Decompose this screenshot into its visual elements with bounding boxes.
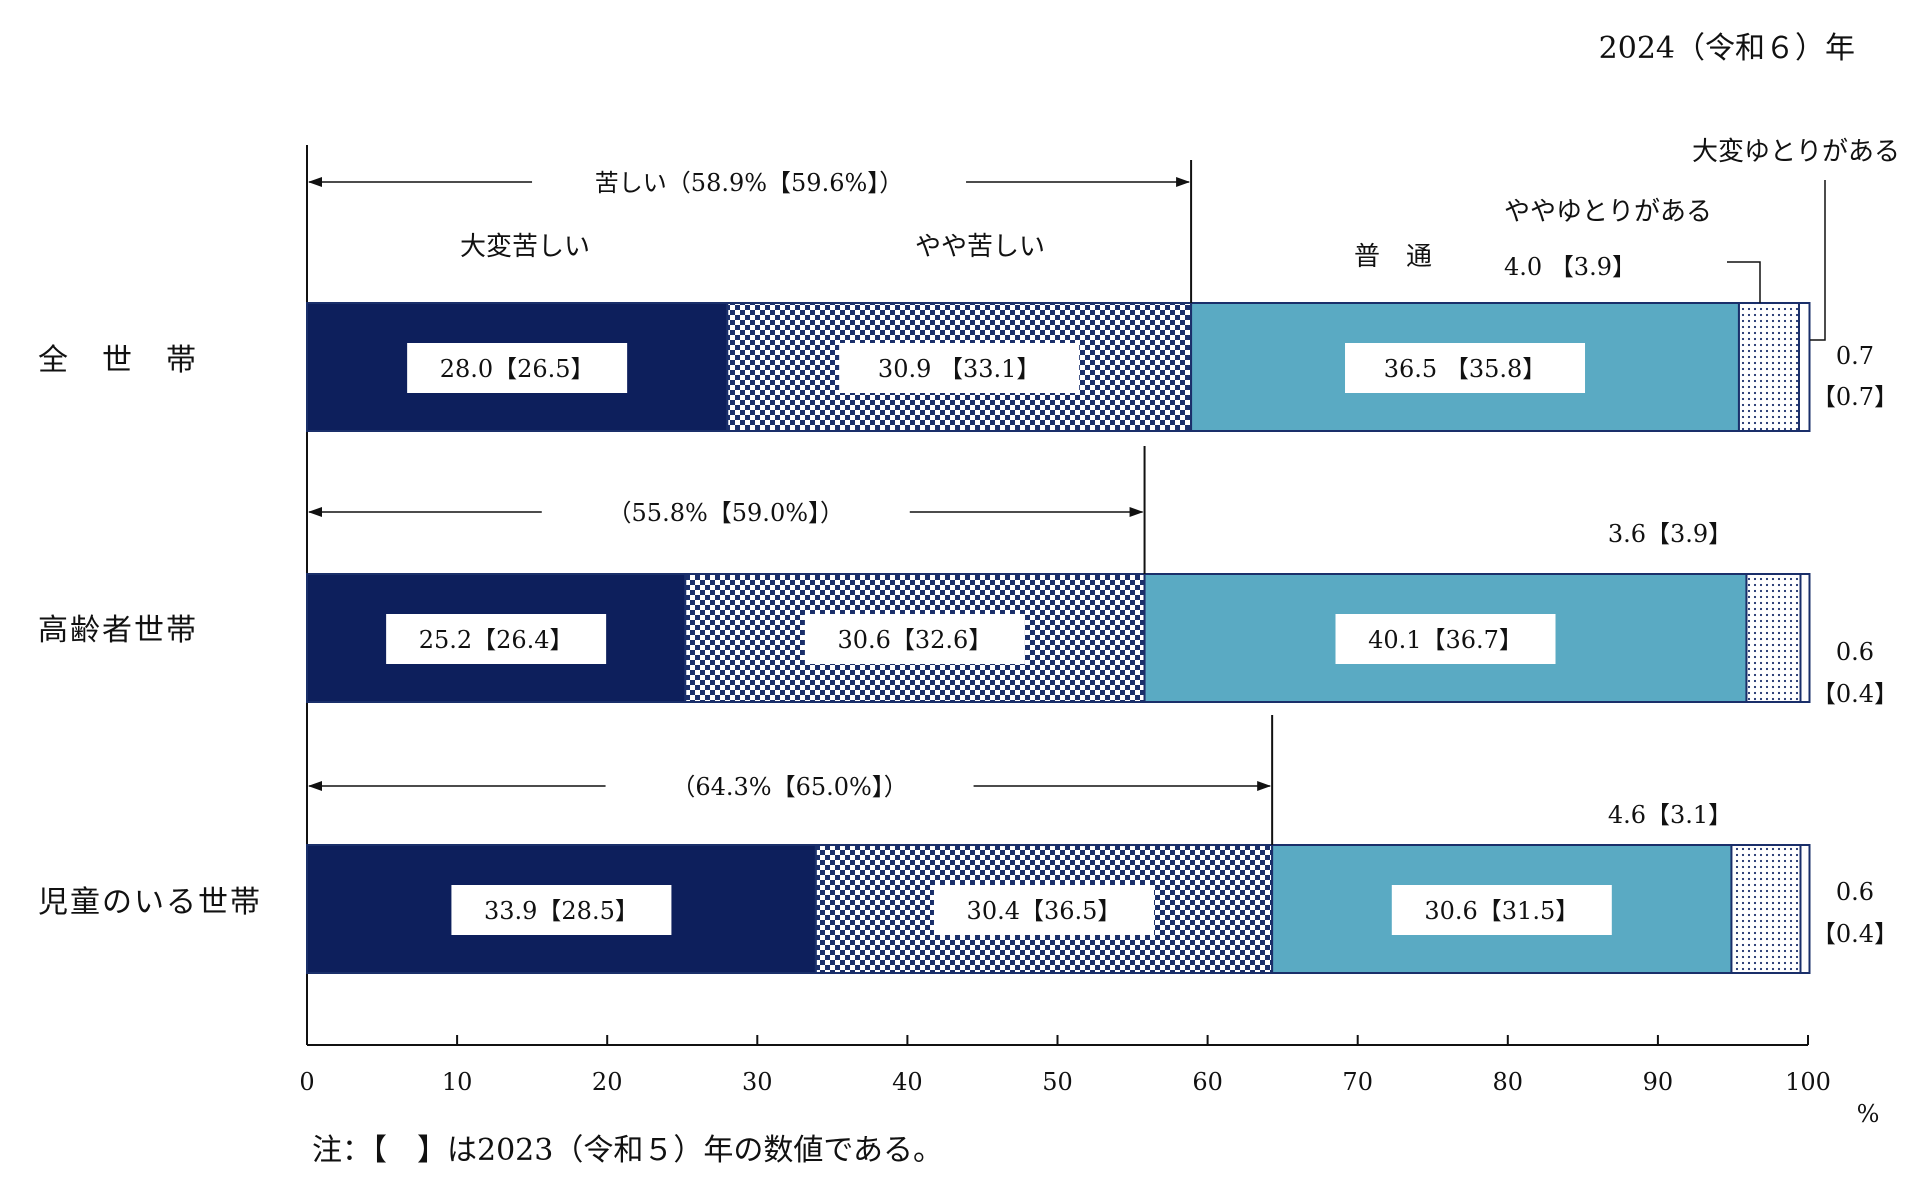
x-tick-label: 100 bbox=[1785, 1068, 1831, 1096]
legend-taihen-kurushii: 大変苦しい bbox=[460, 232, 590, 262]
bar-label-box bbox=[1345, 343, 1586, 393]
bar-label-box bbox=[1391, 885, 1612, 935]
x-tick-label: 80 bbox=[1493, 1068, 1524, 1096]
taihen-yutori-prev: 【0.4】 bbox=[1812, 920, 1898, 948]
year-label: 2024（令和６）年 bbox=[1599, 31, 1855, 66]
bar-label-box bbox=[1335, 614, 1556, 664]
bar-label-box bbox=[839, 343, 1080, 393]
bar-segment bbox=[1799, 573, 1811, 703]
bar-data-label: 30.6【32.6】 bbox=[837, 626, 992, 654]
yaya-yutori-value: 3.6【3.9】 bbox=[1608, 520, 1732, 548]
bar-label-box bbox=[451, 885, 672, 935]
yaya-yutori-value: 4.0 【3.9】 bbox=[1504, 253, 1636, 281]
x-axis: 0 10 20 30 40 50 60 70 80 90 100 bbox=[299, 145, 1831, 1096]
bars-group: 28.0【26.5】 30.9 【33.1】 36.5 【35.8】 25.2【26.… bbox=[306, 302, 1811, 974]
x-tick-label: 40 bbox=[892, 1068, 923, 1096]
bar-data-label: 30.6【31.5】 bbox=[1424, 897, 1579, 925]
bar-data-label: 25.2【26.4】 bbox=[419, 626, 574, 654]
taihen-yutori-prev: 【0.7】 bbox=[1812, 383, 1898, 411]
bar-data-label: 30.4【36.5】 bbox=[967, 897, 1122, 925]
bar-data-label: 30.9 【33.1】 bbox=[878, 355, 1041, 383]
taihen-yutori-value: 0.7 bbox=[1836, 342, 1874, 370]
taihen-yutori-prev: 【0.4】 bbox=[1812, 680, 1898, 708]
x-tick-label: 60 bbox=[1192, 1068, 1223, 1096]
kurushii-total-label: 苦しい（58.9%【59.6%】） bbox=[595, 169, 903, 197]
category-label: 高齢者世帯 bbox=[38, 613, 198, 648]
x-tick-label: 90 bbox=[1643, 1068, 1674, 1096]
legend-futsu: 普 通 bbox=[1354, 242, 1432, 272]
legend-yaya-kurushii: やや苦しい bbox=[915, 232, 1045, 262]
kurushii-total-label: （55.8%【59.0%】） bbox=[608, 499, 844, 527]
taihen-yutori-leader bbox=[1810, 180, 1826, 341]
category-label: 児童のいる世帯 bbox=[38, 885, 262, 920]
bar-data-label: 40.1【36.7】 bbox=[1368, 626, 1523, 654]
bar-data-label: 33.9【28.5】 bbox=[484, 897, 639, 925]
bar-label-box bbox=[386, 614, 607, 664]
yaya-yutori-leader bbox=[1727, 261, 1761, 303]
category-label: 全 世 帯 bbox=[38, 343, 198, 378]
kurushii-total-label: （64.3%【65.0%】） bbox=[671, 773, 907, 801]
x-tick-label: 30 bbox=[742, 1068, 773, 1096]
footnote: 注：【 】は2023（令和５）年の数値である。 bbox=[312, 1133, 943, 1168]
yaya-yutori-value: 4.6【3.1】 bbox=[1608, 801, 1732, 829]
bar-segment bbox=[1799, 844, 1811, 974]
bar-segment bbox=[1730, 844, 1802, 974]
legend-yaya-yutori: ややゆとりがある bbox=[1504, 197, 1712, 227]
taihen-yutori-value: 0.6 bbox=[1836, 638, 1874, 666]
legend-taihen-yutori: 大変ゆとりがある bbox=[1692, 137, 1900, 167]
x-tick-label: 0 bbox=[299, 1068, 314, 1096]
bar-segment bbox=[1737, 302, 1800, 432]
x-tick-label: 50 bbox=[1042, 1068, 1073, 1096]
bar-data-label: 28.0【26.5】 bbox=[440, 355, 595, 383]
bar-label-box bbox=[407, 343, 628, 393]
bar-segment bbox=[1797, 302, 1811, 432]
bar-data-label: 36.5 【35.8】 bbox=[1384, 355, 1547, 383]
taihen-yutori-value: 0.6 bbox=[1836, 878, 1874, 906]
bar-label-box bbox=[804, 614, 1025, 664]
bar-label-box bbox=[933, 885, 1154, 935]
x-tick-label: 20 bbox=[592, 1068, 623, 1096]
bar-segment bbox=[1745, 573, 1802, 703]
x-tick-label: 70 bbox=[1342, 1068, 1373, 1096]
x-axis-unit: % bbox=[1857, 1100, 1880, 1128]
x-tick-label: 10 bbox=[442, 1068, 473, 1096]
